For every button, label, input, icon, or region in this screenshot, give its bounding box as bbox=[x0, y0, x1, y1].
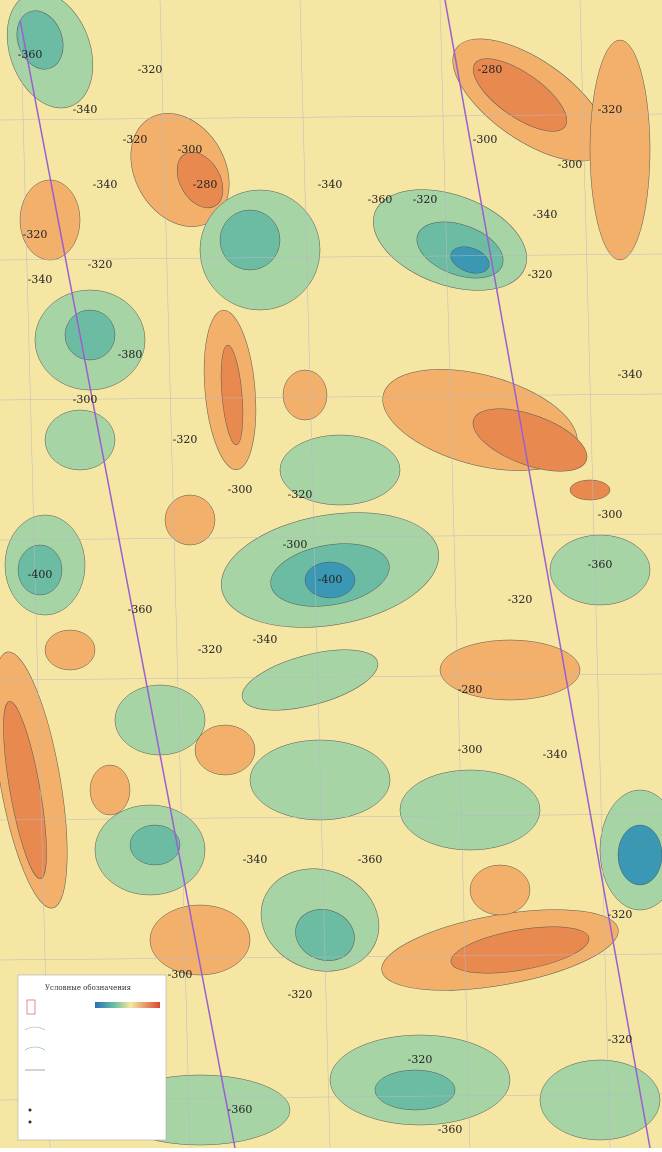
legend-box bbox=[18, 975, 166, 1140]
contour-label: -340 bbox=[533, 208, 558, 221]
contour-area bbox=[130, 825, 180, 865]
contour-label: -320 bbox=[288, 988, 313, 1001]
contour-label: -300 bbox=[228, 483, 253, 496]
contour-area bbox=[90, 765, 130, 815]
contour-label: -340 bbox=[318, 178, 343, 191]
contour-label: -320 bbox=[288, 488, 313, 501]
contour-area bbox=[165, 495, 215, 545]
contour-area bbox=[570, 480, 610, 500]
contour-area bbox=[618, 825, 662, 885]
contour-area bbox=[115, 685, 205, 755]
contour-label: -320 bbox=[123, 133, 148, 146]
contour-area bbox=[65, 310, 115, 360]
contour-label: -320 bbox=[173, 433, 198, 446]
contour-label: -280 bbox=[458, 683, 483, 696]
contour-label: -320 bbox=[138, 63, 163, 76]
contour-label: -360 bbox=[588, 558, 613, 571]
contour-label: -280 bbox=[478, 63, 503, 76]
contour-label: -360 bbox=[18, 48, 43, 61]
contour-label: -380 bbox=[118, 348, 143, 361]
contour-label: -400 bbox=[28, 568, 53, 581]
contour-label: -320 bbox=[413, 193, 438, 206]
contour-label: -340 bbox=[73, 103, 98, 116]
contour-label: -340 bbox=[93, 178, 118, 191]
legend-title: Условные обозначения bbox=[45, 984, 132, 992]
contour-label: -340 bbox=[618, 368, 643, 381]
contour-area bbox=[195, 725, 255, 775]
contour-label: -320 bbox=[508, 593, 533, 606]
contour-label: -300 bbox=[178, 143, 203, 156]
contour-label: -320 bbox=[608, 1033, 633, 1046]
contour-area bbox=[283, 370, 327, 420]
contour-label: -280 bbox=[193, 178, 218, 191]
contour-label: -300 bbox=[73, 393, 98, 406]
contour-label: -300 bbox=[168, 968, 193, 981]
contour-label: -400 bbox=[318, 573, 343, 586]
contour-label: -320 bbox=[608, 908, 633, 921]
contour-area bbox=[45, 630, 95, 670]
legend-symbol bbox=[29, 1121, 32, 1124]
contour-label: -340 bbox=[243, 853, 268, 866]
contour-label: -320 bbox=[598, 103, 623, 116]
contour-label: -360 bbox=[368, 193, 393, 206]
contour-label: -340 bbox=[28, 273, 53, 286]
contour-label: -360 bbox=[228, 1103, 253, 1116]
legend-symbol bbox=[29, 1109, 32, 1112]
contour-label: -300 bbox=[558, 158, 583, 171]
contour-area bbox=[250, 740, 390, 820]
legend-scale bbox=[95, 1002, 160, 1008]
contour-area bbox=[375, 1070, 455, 1110]
contour-label: -340 bbox=[543, 748, 568, 761]
contour-label: -300 bbox=[598, 508, 623, 521]
contour-label: -300 bbox=[283, 538, 308, 551]
contour-area bbox=[400, 770, 540, 850]
contour-label: -300 bbox=[458, 743, 483, 756]
contour-label: -320 bbox=[23, 228, 48, 241]
contour-label: -340 bbox=[253, 633, 278, 646]
contour-label: -320 bbox=[408, 1053, 433, 1066]
contour-area bbox=[220, 210, 280, 270]
legend: Условные обозначения bbox=[18, 975, 166, 1140]
contour-label: -360 bbox=[128, 603, 153, 616]
contour-label: -300 bbox=[473, 133, 498, 146]
contour-area bbox=[20, 180, 80, 260]
contour-label: -320 bbox=[198, 643, 223, 656]
contour-area bbox=[470, 865, 530, 915]
contour-label: -320 bbox=[88, 258, 113, 271]
contour-label: -360 bbox=[438, 1123, 463, 1136]
contour-map: -360 -320 -340 -320 -300 -280 -340 -320 -320 -340… bbox=[0, 0, 662, 1148]
contour-label: -320 bbox=[528, 268, 553, 281]
contour-label: -360 bbox=[358, 853, 383, 866]
contour-area bbox=[590, 40, 650, 260]
